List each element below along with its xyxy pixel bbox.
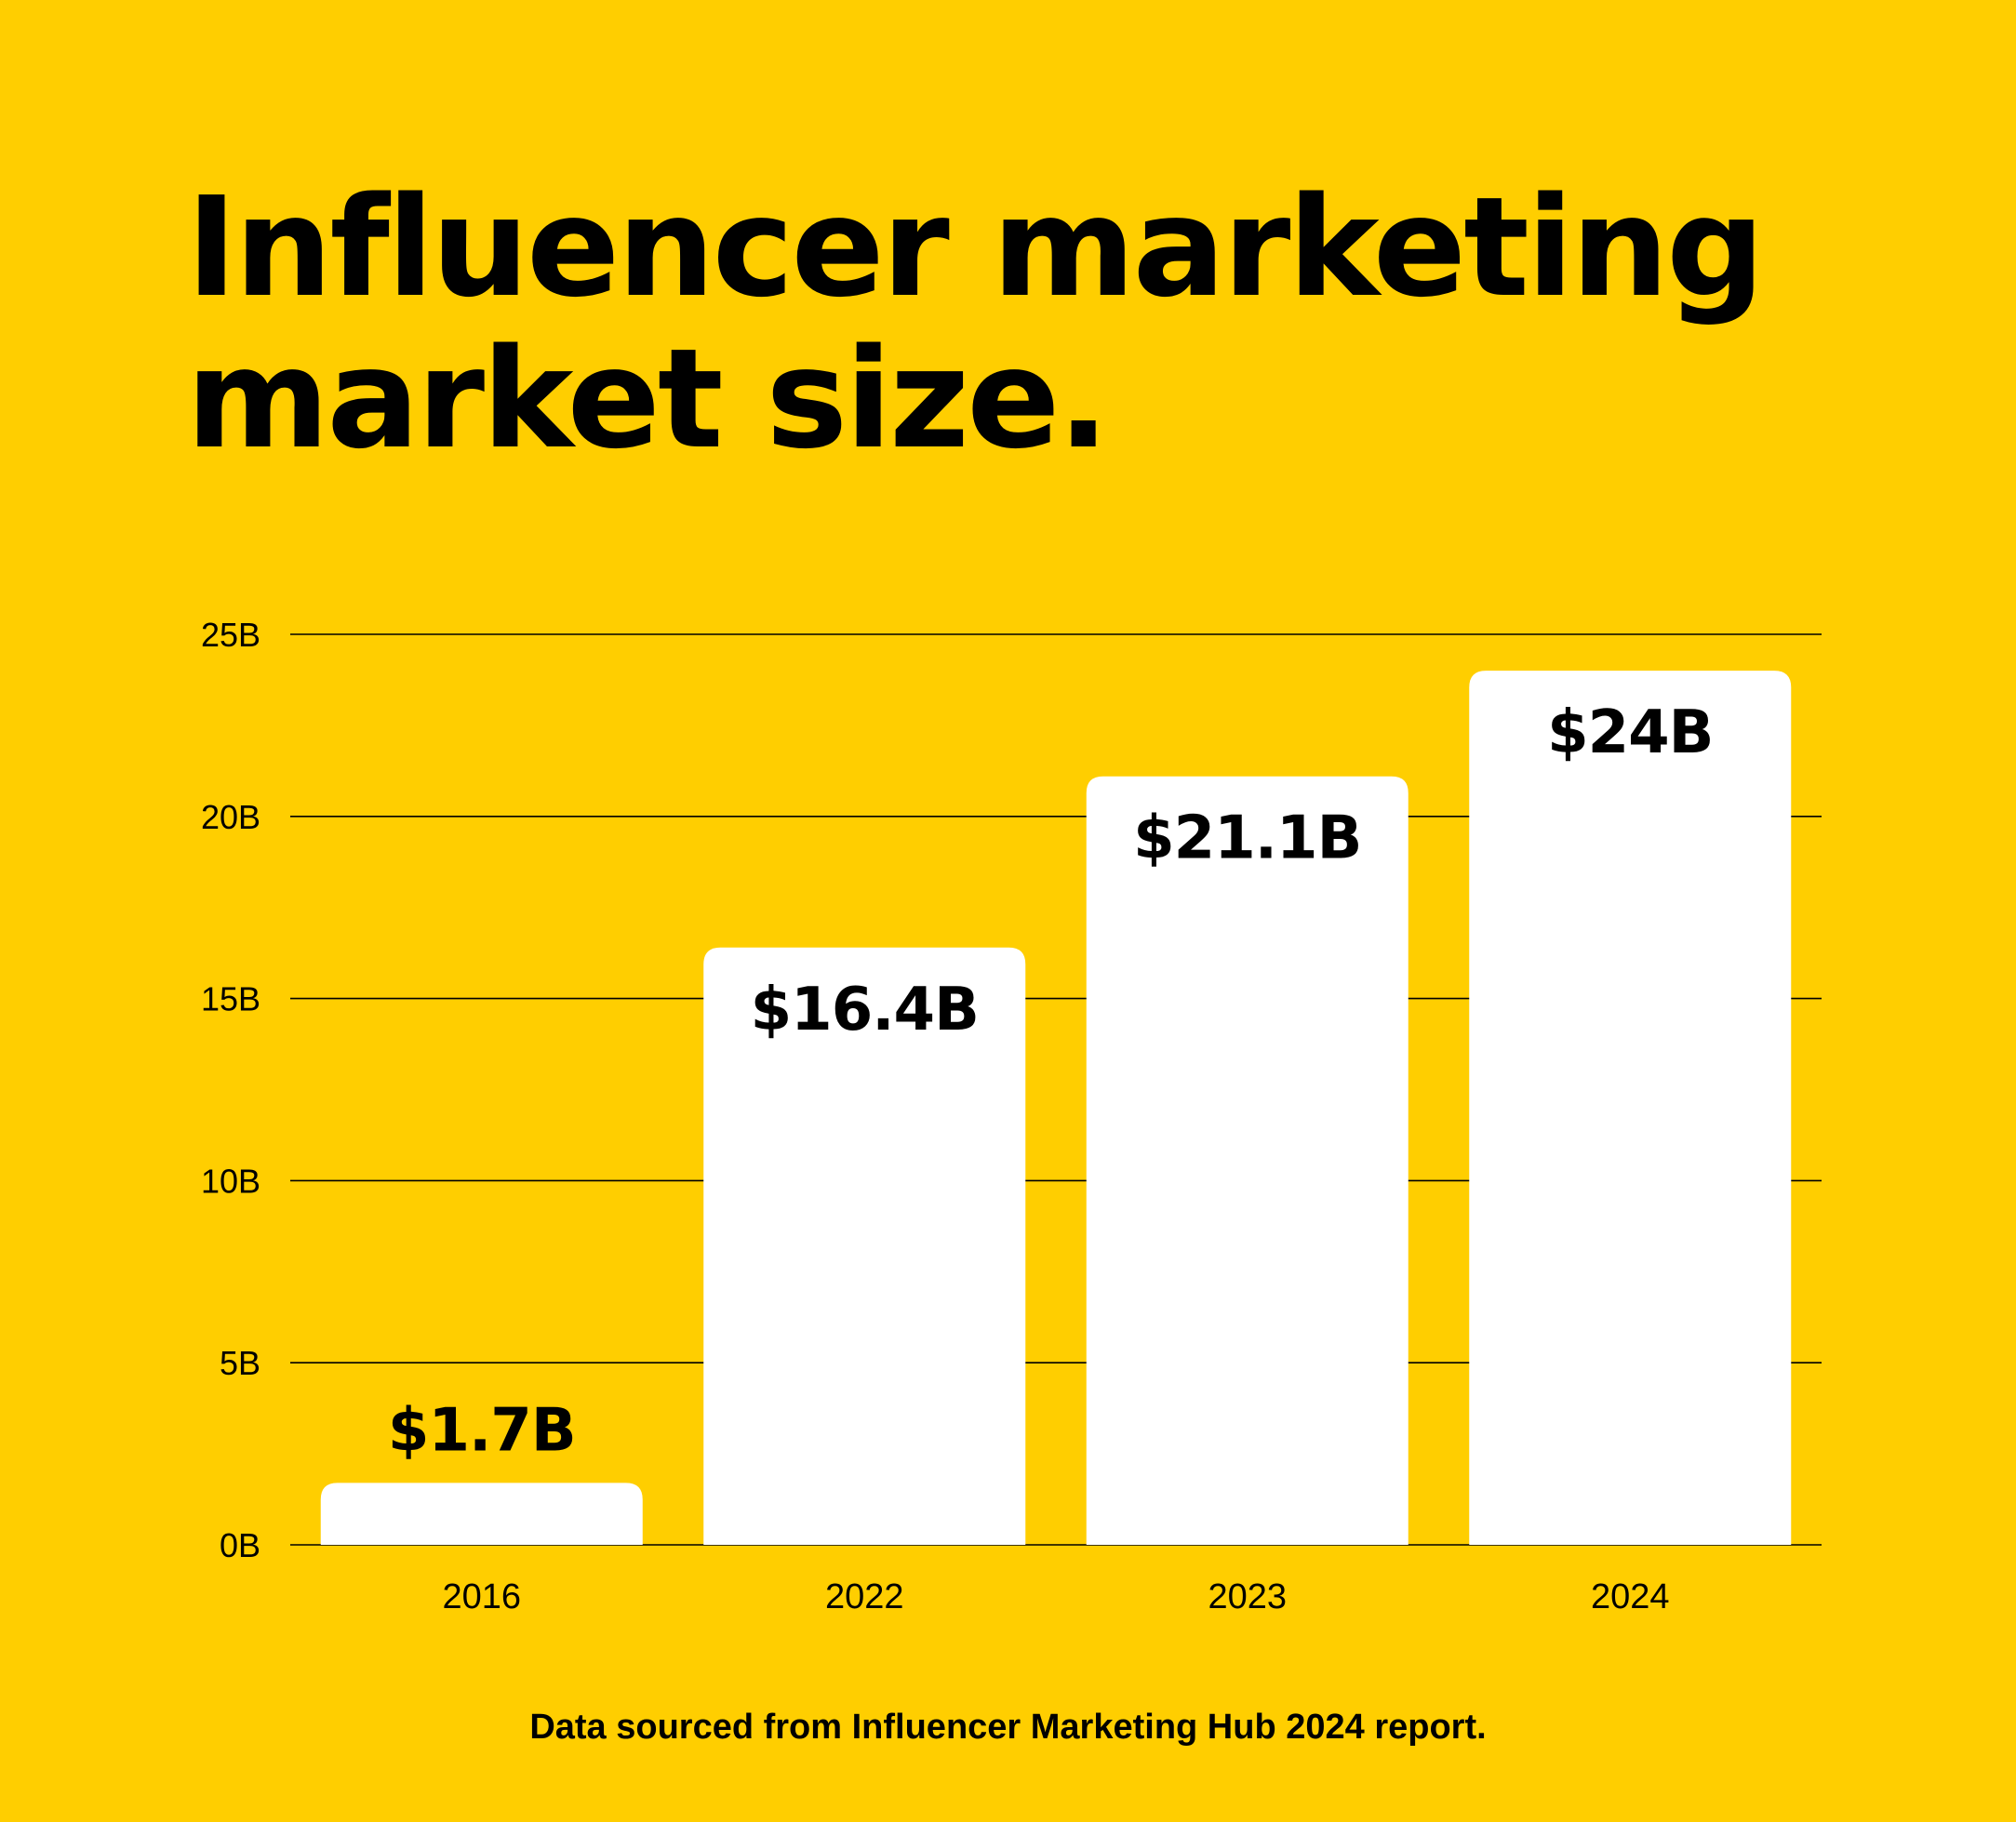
data-label: $16.4B bbox=[751, 976, 979, 1044]
x-tick-label: 2023 bbox=[1208, 1577, 1287, 1616]
bar bbox=[703, 947, 1026, 1545]
title-line-1: Influencer marketing bbox=[186, 167, 1765, 327]
bar bbox=[320, 1483, 643, 1545]
bar bbox=[1469, 671, 1792, 1545]
data-label: $1.7B bbox=[388, 1396, 576, 1465]
data-label: $21.1B bbox=[1133, 805, 1361, 873]
y-tick-label: 15B bbox=[201, 980, 260, 1018]
source-note: Data sourced from Influencer Marketing H… bbox=[529, 1708, 1487, 1747]
y-tick-label: 0B bbox=[220, 1526, 260, 1564]
y-axis: 0B 5B 10B 15B 20B 25B bbox=[201, 616, 260, 1564]
y-tick-label: 10B bbox=[201, 1162, 260, 1200]
bar bbox=[1086, 776, 1409, 1545]
y-tick-label: 5B bbox=[220, 1344, 260, 1382]
title-line-2: market size. bbox=[186, 319, 1110, 479]
x-tick-label: 2024 bbox=[1591, 1577, 1670, 1616]
chart-title: Influencer marketing market size. bbox=[186, 167, 1765, 479]
x-tick-label: 2016 bbox=[442, 1577, 521, 1616]
x-tick-label: 2022 bbox=[825, 1577, 904, 1616]
bars: $1.7B $16.4B $21.1B $24B bbox=[320, 671, 1792, 1545]
y-tick-label: 25B bbox=[201, 616, 260, 654]
y-tick-label: 20B bbox=[201, 798, 260, 836]
x-axis: 2016 2022 2023 2024 bbox=[442, 1577, 1669, 1616]
data-label: $24B bbox=[1547, 698, 1713, 767]
